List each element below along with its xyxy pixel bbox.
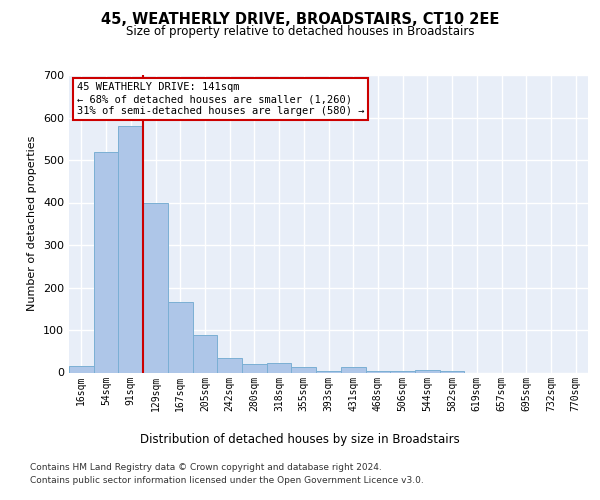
Bar [69,366,94,372]
Text: 45 WEATHERLY DRIVE: 141sqm
← 68% of detached houses are smaller (1,260)
31% of s: 45 WEATHERLY DRIVE: 141sqm ← 68% of deta… [77,82,364,116]
Bar [440,371,464,372]
Bar [94,152,118,372]
Text: Contains public sector information licensed under the Open Government Licence v3: Contains public sector information licen… [30,476,424,485]
Bar [143,202,168,372]
Bar [292,368,316,372]
Bar [365,371,390,372]
Bar [193,335,217,372]
Bar [168,302,193,372]
Text: 45, WEATHERLY DRIVE, BROADSTAIRS, CT10 2EE: 45, WEATHERLY DRIVE, BROADSTAIRS, CT10 2… [101,12,499,28]
Bar [242,364,267,372]
Bar [316,371,341,372]
Y-axis label: Number of detached properties: Number of detached properties [28,136,37,312]
Text: Size of property relative to detached houses in Broadstairs: Size of property relative to detached ho… [126,25,474,38]
Text: Contains HM Land Registry data © Crown copyright and database right 2024.: Contains HM Land Registry data © Crown c… [30,462,382,471]
Bar [267,363,292,372]
Bar [341,368,365,372]
Bar [390,371,415,372]
Text: Distribution of detached houses by size in Broadstairs: Distribution of detached houses by size … [140,432,460,446]
Bar [118,126,143,372]
Bar [217,358,242,372]
Bar [415,370,440,372]
